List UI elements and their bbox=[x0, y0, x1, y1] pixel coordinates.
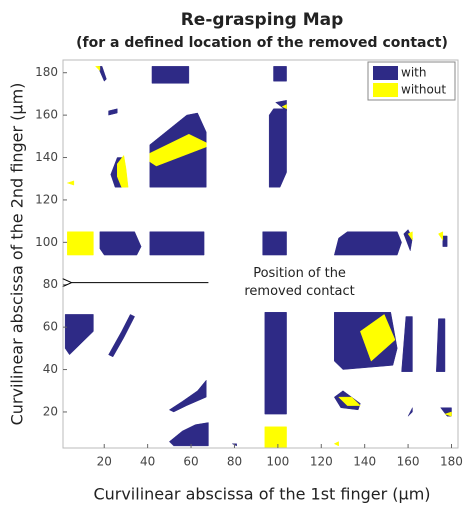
region bbox=[407, 407, 413, 417]
region bbox=[168, 422, 209, 447]
x-axis-label: Curvilinear abscissa of the 1st finger (… bbox=[93, 485, 430, 504]
chart-subtitle: (for a defined location of the removed c… bbox=[76, 35, 448, 51]
region bbox=[151, 66, 190, 84]
annotation-text: Position of the bbox=[253, 266, 346, 281]
x-tick-label: 20 bbox=[97, 455, 112, 469]
region bbox=[262, 231, 287, 256]
region bbox=[66, 180, 75, 186]
x-tick-label: 140 bbox=[353, 455, 376, 469]
x-tick-label: 100 bbox=[266, 455, 289, 469]
plot-frame bbox=[62, 59, 459, 449]
annotation-text: removed contact bbox=[244, 284, 354, 299]
region bbox=[281, 104, 287, 110]
x-tick-label: 60 bbox=[183, 455, 198, 469]
region bbox=[149, 133, 207, 167]
x-tick-label: 160 bbox=[397, 455, 420, 469]
region bbox=[264, 426, 287, 449]
y-tick-label: 80 bbox=[43, 277, 58, 291]
legend-label: with bbox=[401, 66, 426, 80]
y-tick-label: 100 bbox=[35, 235, 58, 249]
chart-title: Re-grasping Map bbox=[181, 10, 344, 30]
x-tick-label: 120 bbox=[310, 455, 333, 469]
region bbox=[67, 231, 94, 256]
region bbox=[149, 231, 205, 256]
region bbox=[442, 235, 448, 247]
region bbox=[264, 312, 287, 415]
region bbox=[64, 314, 94, 356]
region bbox=[108, 108, 118, 116]
y-axis-label: Curvilinear abscissa of the 2nd finger (… bbox=[8, 83, 27, 426]
y-tick-label: 60 bbox=[43, 320, 58, 334]
y-tick-label: 160 bbox=[35, 108, 58, 122]
region bbox=[360, 314, 396, 362]
region bbox=[333, 231, 402, 256]
x-tick-label: 180 bbox=[440, 455, 463, 469]
region bbox=[273, 66, 287, 82]
y-tick-label: 40 bbox=[43, 362, 58, 376]
legend-swatch bbox=[373, 66, 398, 80]
y-tick-label: 140 bbox=[35, 150, 58, 164]
y-tick-label: 20 bbox=[43, 404, 58, 418]
x-tick-label: 40 bbox=[140, 455, 155, 469]
region bbox=[436, 318, 446, 372]
region bbox=[168, 379, 207, 413]
region bbox=[444, 411, 452, 417]
region bbox=[268, 108, 287, 188]
region bbox=[333, 441, 339, 447]
legend-swatch bbox=[373, 83, 398, 97]
y-tick-label: 120 bbox=[35, 192, 58, 206]
region bbox=[117, 154, 129, 188]
region bbox=[401, 316, 413, 372]
region bbox=[99, 231, 142, 256]
legend-label: without bbox=[401, 83, 446, 97]
region bbox=[108, 314, 135, 358]
region bbox=[338, 396, 361, 406]
region bbox=[407, 231, 413, 242]
region bbox=[438, 231, 444, 242]
y-tick-label: 180 bbox=[35, 65, 58, 79]
x-tick-label: 80 bbox=[227, 455, 242, 469]
region bbox=[94, 66, 101, 72]
